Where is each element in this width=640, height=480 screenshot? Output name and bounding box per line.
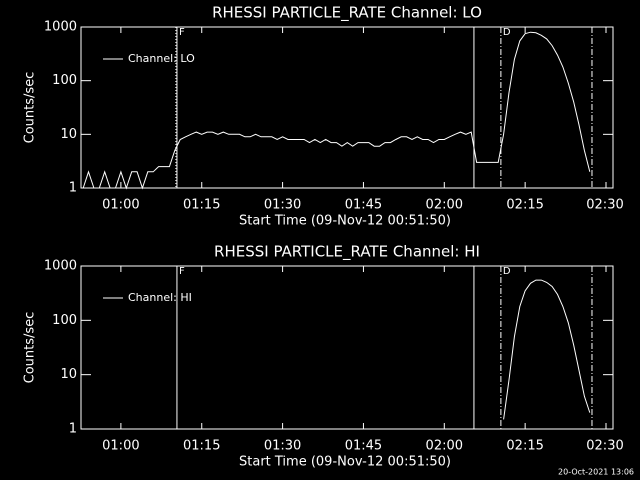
y-tick-label: 1000 <box>44 20 77 35</box>
y-axis-title: Counts/sec <box>23 312 38 384</box>
flag-label: F <box>179 27 185 38</box>
plot-frame <box>80 26 614 189</box>
y-tick-label: 1000 <box>44 259 77 274</box>
x-axis-title: Start Time (09-Nov-12 00:51:50) <box>239 455 451 470</box>
x-tick-label: 02:00 <box>426 198 463 213</box>
y-tick-label: 1 <box>69 181 77 196</box>
x-tick-label: 01:00 <box>102 439 139 454</box>
y-tick-label: 100 <box>52 313 77 328</box>
chart-title: RHESSI PARTICLE_RATE Channel: HI <box>214 243 480 262</box>
y-axis-title: Counts/sec <box>23 72 38 144</box>
x-tick-label: 01:30 <box>264 439 301 454</box>
x-tick-label: 01:15 <box>183 198 220 213</box>
flag-label: F <box>179 266 185 277</box>
x-tick-label: 02:15 <box>506 439 543 454</box>
data-line <box>82 31 591 190</box>
data-line <box>503 279 591 420</box>
legend-label: Channel: LO <box>128 52 195 65</box>
x-tick-label: 01:00 <box>102 198 139 213</box>
x-tick-label: 02:00 <box>426 439 463 454</box>
flag-label: D <box>503 266 511 277</box>
x-tick-label: 02:30 <box>586 198 623 213</box>
x-tick-label: 01:30 <box>264 198 301 213</box>
x-tick-label: 01:15 <box>183 439 220 454</box>
flag-label: D <box>503 27 511 38</box>
y-tick-label: 10 <box>60 367 77 382</box>
x-tick-label: 02:15 <box>506 198 543 213</box>
x-tick-label: 01:45 <box>345 198 382 213</box>
legend-label: Channel: HI <box>128 291 192 304</box>
plot-frame <box>80 265 614 430</box>
x-tick-label: 02:30 <box>586 439 623 454</box>
footer-timestamp: 20-Oct-2021 13:06 <box>558 468 634 477</box>
x-axis-title: Start Time (09-Nov-12 00:51:50) <box>239 214 451 229</box>
y-tick-label: 10 <box>60 127 77 142</box>
chart-title: RHESSI PARTICLE_RATE Channel: LO <box>212 4 482 23</box>
x-tick-label: 01:45 <box>345 439 382 454</box>
y-tick-label: 100 <box>52 73 77 88</box>
y-tick-label: 1 <box>69 422 77 437</box>
